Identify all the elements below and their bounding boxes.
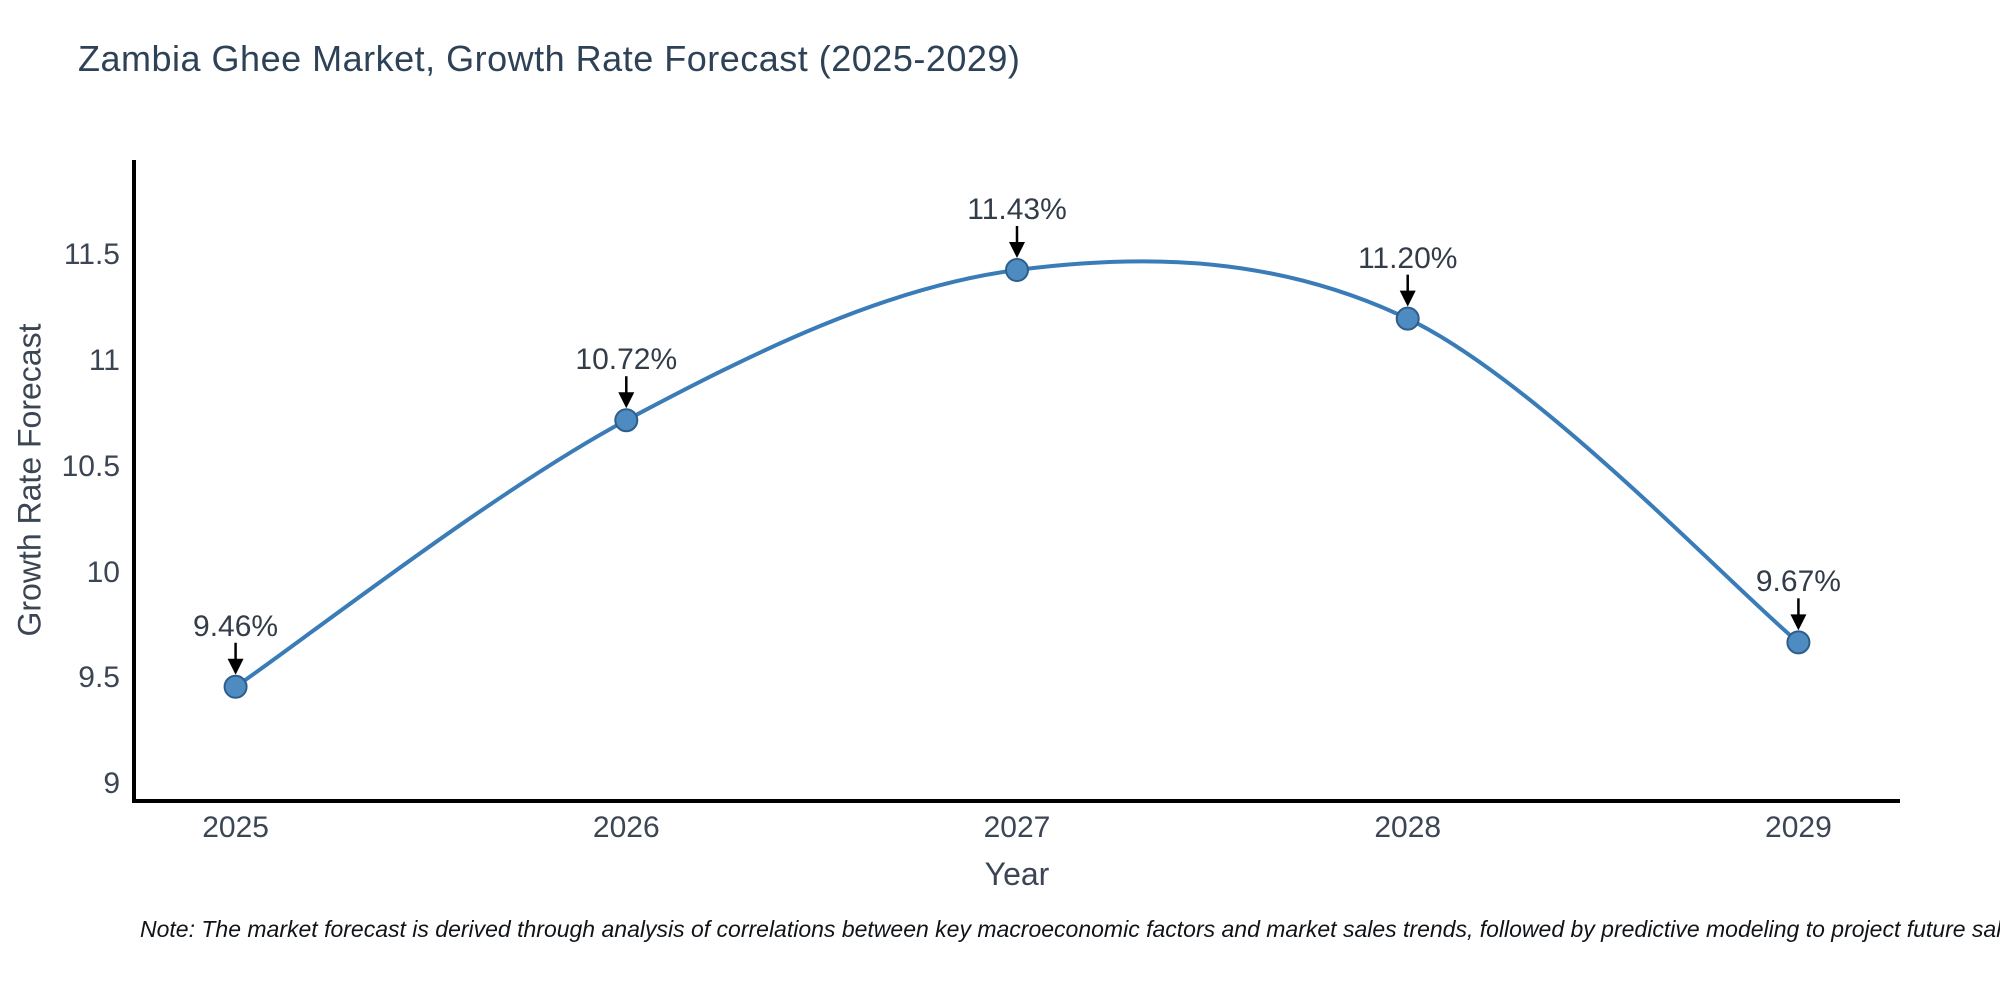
data-point-marker xyxy=(614,408,639,433)
y-tick-label: 11 xyxy=(88,343,120,377)
point-value-label: 9.46% xyxy=(193,609,279,643)
y-tick-label: 10.5 xyxy=(61,449,120,483)
data-point-marker xyxy=(1395,306,1420,331)
annotation-arrow-head xyxy=(1009,242,1025,259)
x-tick-label: 2026 xyxy=(592,811,660,844)
annotation-arrow-head xyxy=(618,392,635,409)
footnote: Note: The market forecast is derived thr… xyxy=(140,916,2000,942)
y-tick-label: 9.5 xyxy=(78,661,120,695)
point-value-label: 11.43% xyxy=(967,193,1067,226)
x-tick-label: 2029 xyxy=(1765,811,1832,844)
y-tick-label: 10 xyxy=(86,555,120,589)
point-value-label: 11.20% xyxy=(1357,241,1458,275)
axes-layer xyxy=(132,160,1900,803)
forecast-spline xyxy=(233,259,1801,689)
point-value-label: 9.67% xyxy=(1755,565,1841,599)
line-series-layer xyxy=(223,258,1811,699)
annotation-arrow-head xyxy=(227,658,244,675)
data-point-marker xyxy=(1005,258,1029,283)
annotation-arrow-layer xyxy=(227,226,1807,675)
x-axis-title: Year xyxy=(984,856,1050,892)
y-tick-label: 9 xyxy=(103,767,120,801)
data-point-marker xyxy=(1786,630,1811,655)
data-point-marker xyxy=(223,674,248,699)
y-tick-label: 11.5 xyxy=(63,238,120,272)
chart-title: Zambia Ghee Market, Growth Rate Forecast… xyxy=(78,38,1021,79)
x-tick-label: 2027 xyxy=(983,811,1051,844)
annotation-arrow-head xyxy=(1790,614,1807,631)
x-tick-label: 2025 xyxy=(202,811,269,844)
x-tick-label: 2028 xyxy=(1374,811,1442,844)
annotation-arrow-head xyxy=(1399,290,1416,307)
y-axis-title: Growth Rate Forecast xyxy=(11,323,48,637)
point-value-label: 10.72% xyxy=(575,343,678,377)
